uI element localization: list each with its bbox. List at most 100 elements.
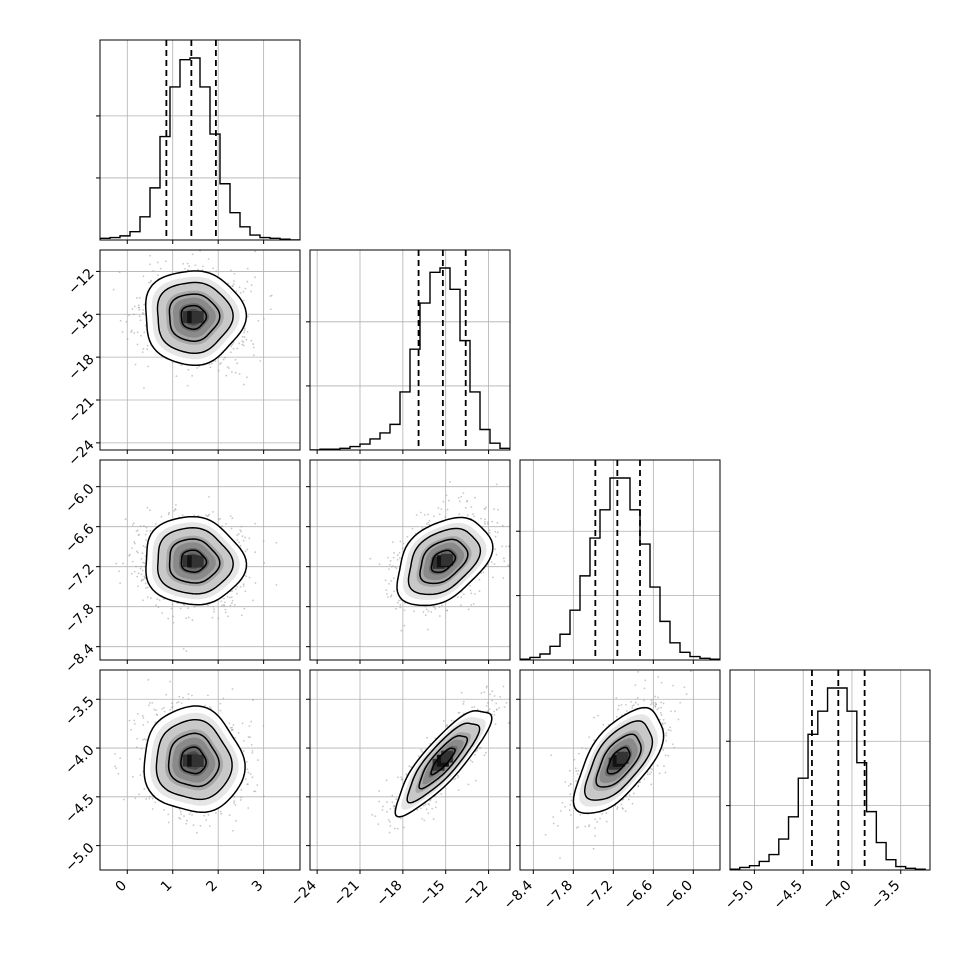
sample-point [188,813,191,815]
sample-point [426,628,429,631]
sample-point [179,817,182,820]
sample-point [395,567,398,570]
sample-point [442,500,445,503]
sample-point [163,809,165,811]
sample-point [240,530,242,533]
sample-point [491,690,494,693]
sample-point [139,567,142,570]
sample-point [389,563,391,566]
y-tick-label: −3.5 [62,694,97,729]
sample-point [191,253,194,256]
sample-point [149,597,152,599]
sample-point [223,597,225,600]
sample-point [387,556,389,559]
sample-point [242,344,245,347]
sample-point [440,604,443,607]
sample-point [151,701,154,704]
sample-point [388,568,390,571]
sample-point [408,765,411,768]
sample-point [208,513,211,516]
sample-point [427,521,430,524]
sample-point [420,807,422,810]
sample-point [135,530,138,532]
sample-point [138,308,141,311]
sample-point [231,688,234,690]
sample-point [242,750,245,752]
sample-point [182,262,185,265]
x-tick-label: −3.5 [868,878,903,913]
sample-point [229,604,232,607]
sample-point [178,808,181,811]
sample-point [136,297,138,299]
sample-point [262,795,265,798]
sample-point [254,250,257,253]
sample-point [491,520,494,523]
sample-point [245,760,248,763]
sample-point [143,331,146,334]
sample-point [395,607,398,610]
sample-point [193,514,196,517]
sample-point [140,573,143,576]
sample-point [369,557,372,560]
sample-point [221,525,224,528]
sample-point [460,691,463,694]
sample-point [231,726,233,729]
sample-point [446,725,448,728]
sample-point [208,825,211,828]
sample-point [228,722,231,725]
sample-point [177,701,180,703]
sample-point [194,264,197,267]
sample-point [469,584,472,587]
sample-point [148,281,151,284]
sample-point [433,515,435,518]
sample-point [188,265,190,268]
sample-point [421,527,424,529]
sample-point [231,829,234,832]
sample-point [229,351,232,354]
sample-point [144,577,147,580]
sample-point [231,590,234,593]
sample-point [259,360,262,362]
sample-point [217,369,220,372]
sample-point [462,492,465,495]
sample-point [124,518,127,521]
sample-point [390,565,393,568]
sample-point [507,722,510,724]
sample-point [478,590,481,593]
sample-point [125,320,128,323]
sample-point [420,511,422,514]
sample-point [163,706,165,709]
sample-point [460,596,463,599]
sample-point [432,818,435,820]
sample-point [208,363,211,366]
sample-point [167,821,170,824]
contour-level-0 [180,746,207,775]
sample-point [234,804,237,806]
sample-point [269,295,272,298]
sample-point [440,793,443,795]
sample-point [252,346,255,349]
sample-point [220,361,222,364]
sample-point [389,808,392,810]
panel-hist-0-0 [96,39,301,244]
sample-point [438,513,441,516]
sample-point [440,508,443,511]
sample-point [254,790,257,793]
sample-point [233,603,236,606]
sample-point [130,728,132,731]
sample-point [149,509,151,512]
sample-point [208,495,210,498]
sample-point [134,797,137,800]
sample-point [493,563,496,565]
sample-point [390,579,393,582]
sample-point [143,387,145,389]
sample-point [219,810,222,813]
sample-point [393,552,395,554]
sample-point [152,270,155,272]
sample-point [486,523,489,525]
sample-point [252,699,255,702]
sample-point [471,513,474,516]
sample-point [239,585,242,588]
sample-point [378,563,381,566]
sample-point [149,263,151,266]
